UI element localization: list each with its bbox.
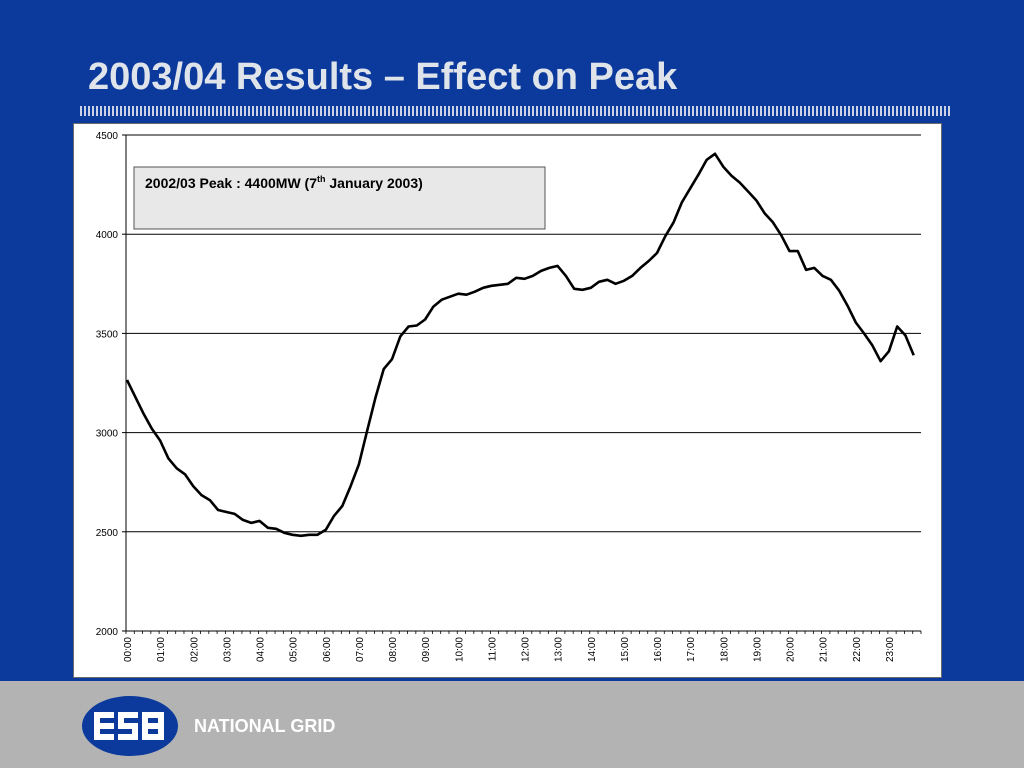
x-tick-label: 01:00: [156, 637, 167, 662]
y-tick-label: 3000: [96, 429, 119, 440]
chart-frame: 2000 2500 3000 3500 4000 4500 00:00 01:00 02:00 0…: [73, 123, 942, 678]
annotation-main: 2002/03 Peak : 4400MW (7: [145, 175, 317, 191]
x-tick-label: 04:00: [256, 637, 267, 662]
x-tick-label: 12:00: [521, 637, 532, 662]
x-tick-label: 19:00: [752, 637, 763, 662]
annotation-box: [133, 166, 546, 230]
x-tick-label: 17:00: [686, 637, 697, 662]
y-tick-label: 4500: [96, 131, 119, 142]
peak-load-chart: 2000 2500 3000 3500 4000 4500 00:00 01:00 02:00 0…: [96, 131, 922, 662]
x-tick-label: 00:00: [123, 637, 134, 662]
series-line-peak-load: [125, 152, 915, 538]
x-tick-label: 08:00: [388, 637, 399, 662]
x-tick-label: 07:00: [355, 637, 366, 662]
x-tick-label: 09:00: [421, 637, 432, 662]
y-tick-label: 2500: [96, 528, 119, 539]
x-tick-label: 06:00: [322, 637, 333, 662]
x-tick-label: 18:00: [719, 637, 730, 662]
slide-title: 2003/04 Results – Effect on Peak: [88, 56, 678, 98]
x-tick-label: 02:00: [189, 637, 200, 662]
esb-logo: [82, 696, 178, 756]
x-tick-label: 11:00: [487, 637, 498, 662]
annotation-tail: January 2003): [326, 175, 423, 191]
y-tick-label: 4000: [96, 230, 119, 241]
x-tick-label: 20:00: [786, 637, 797, 662]
x-tick-label: 16:00: [653, 637, 664, 662]
y-tick-label: 3500: [96, 329, 119, 340]
annotation-text: 2002/03 Peak : 4400MW (7th January 2003): [145, 174, 423, 191]
x-tick-label: 22:00: [852, 637, 863, 662]
x-tick-label: 13:00: [554, 637, 565, 662]
x-tick-label: 05:00: [289, 637, 300, 662]
annotation-sup: th: [317, 174, 326, 184]
x-tick-label: 23:00: [885, 637, 896, 662]
x-tick-label: 10:00: [454, 637, 465, 662]
x-tick-label: 03:00: [222, 637, 233, 662]
title-divider: [80, 106, 950, 116]
x-tick-label: 15:00: [620, 637, 631, 662]
x-tick-label: 21:00: [819, 637, 830, 662]
x-tick-label: 14:00: [587, 637, 598, 662]
brand-name: NATIONAL GRID: [194, 716, 336, 736]
y-tick-label: 2000: [96, 627, 119, 638]
